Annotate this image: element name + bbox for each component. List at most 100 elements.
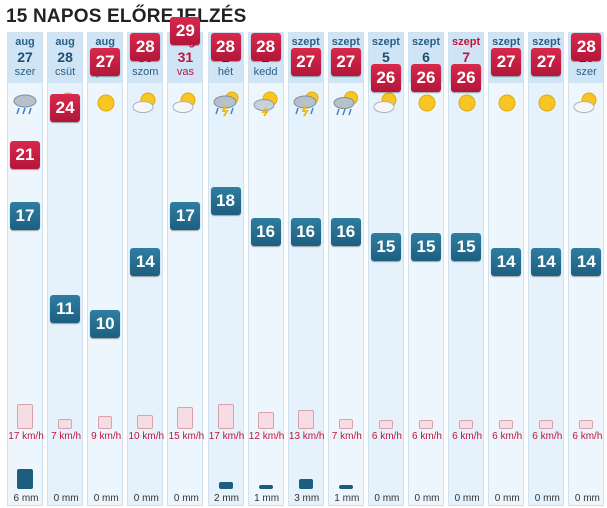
forecast-day-column: szept2kedd281612 km/h1 mm <box>247 32 284 506</box>
rain-label: 0 mm <box>574 493 600 504</box>
day-weekday: kedd <box>253 66 278 78</box>
wind-label: 17 km/h <box>8 431 44 442</box>
min-temp-badge: 15 <box>411 233 441 261</box>
forecast-day-column: szept4csüt27167 km/h1 mm <box>327 32 364 506</box>
wind-bar <box>499 420 514 429</box>
min-temp-badge: 11 <box>50 294 81 323</box>
partly-cloudy-icon <box>571 89 603 117</box>
forecast-day-column: szept6szom26156 km/h0 mm <box>408 32 444 506</box>
partly-cloudy-icon <box>371 89 403 117</box>
sun-icon <box>451 89 483 117</box>
rain-bar <box>218 482 233 489</box>
rain-label: 6 mm <box>13 493 39 504</box>
rain-bar <box>258 485 273 489</box>
max-temp-badge: 26 <box>451 63 482 92</box>
rain-label: 0 mm <box>374 493 400 504</box>
wind-bar <box>338 418 353 429</box>
day-weekday: vas <box>176 66 194 78</box>
wind-bar <box>297 410 314 429</box>
day-month: aug <box>95 36 115 48</box>
wind-label: 6 km/h <box>452 431 483 442</box>
rain-bar <box>298 479 313 489</box>
min-temp-badge: 16 <box>250 217 281 246</box>
max-temp-badge: 28 <box>571 32 602 61</box>
max-temp-badge: 27 <box>531 48 562 77</box>
wind-label: 13 km/h <box>288 431 325 442</box>
sun-icon <box>531 89 563 117</box>
max-temp-badge: 26 <box>370 63 401 92</box>
rain-label: 0 mm <box>494 493 520 504</box>
max-temp-badge: 27 <box>90 48 121 77</box>
wind-bar <box>419 420 433 429</box>
day-month: szept <box>532 36 561 48</box>
max-temp-badge: 27 <box>330 48 361 77</box>
rain-bar <box>338 485 353 489</box>
partly-cloudy-icon <box>170 89 202 117</box>
wind-label: 6 km/h <box>492 431 523 442</box>
wind-label: 6 km/h <box>371 431 402 442</box>
wind-label: 10 km/h <box>128 431 165 442</box>
wind-label: 9 km/h <box>91 431 122 442</box>
wind-bar <box>137 414 154 429</box>
max-temp-badge: 24 <box>50 94 81 123</box>
wind-label: 15 km/h <box>168 431 205 442</box>
thunderstorm-icon <box>291 89 323 117</box>
min-temp-badge: 15 <box>370 233 401 261</box>
rain-label: 0 mm <box>454 493 480 504</box>
forecast-day-column: szept1hét281817 km/h2 mm <box>207 32 244 506</box>
min-temp-badge: 10 <box>90 310 121 338</box>
min-temp-badge: 16 <box>290 217 321 246</box>
partly-cloudy-icon <box>130 89 162 117</box>
day-header: aug 27 szer <box>8 33 42 83</box>
min-temp-badge: 17 <box>170 202 201 231</box>
forecast-day-column: aug29pén27109 km/h0 mm <box>87 32 124 506</box>
day-month: aug <box>55 36 75 48</box>
wind-label: 7 km/h <box>331 431 362 442</box>
rain-label: 1 mm <box>254 493 280 504</box>
forecast-day-column: szept8hét27146 km/h0 mm <box>488 32 525 506</box>
rain-label: 0 mm <box>173 493 199 504</box>
wind-bar <box>177 407 194 429</box>
rain-bar <box>17 469 33 489</box>
min-temp-badge: 14 <box>491 248 522 277</box>
sun-rain-icon <box>331 89 363 117</box>
day-number: 27 <box>17 49 33 65</box>
day-number: 5 <box>381 49 390 65</box>
wind-label: 6 km/h <box>411 431 442 442</box>
rain-label: 2 mm <box>214 493 239 504</box>
sun-icon <box>90 89 122 117</box>
max-temp-badge: 28 <box>130 32 161 61</box>
forecast-day-column: szept3szer271613 km/h3 mm <box>287 32 324 506</box>
forecast-day-column: szept5pén26156 km/h0 mm <box>367 32 404 506</box>
min-temp-badge: 15 <box>451 233 482 261</box>
max-temp-badge: 28 <box>250 32 281 61</box>
rain-label: 0 mm <box>414 493 440 504</box>
forecast-day-column: aug 28 csüt 24 11 7 km/h 0 mm <box>47 32 84 506</box>
day-number: 6 <box>422 49 430 65</box>
max-temp-badge: 29 <box>170 17 201 46</box>
min-temp-badge: 14 <box>531 248 562 277</box>
day-header: aug 28 csüt <box>48 33 83 83</box>
max-temp-badge: 21 <box>10 140 40 169</box>
rain-label: 3 mm <box>294 493 320 504</box>
day-number: 28 <box>57 49 73 65</box>
day-number: 7 <box>462 49 470 65</box>
max-temp-badge: 27 <box>290 48 321 77</box>
day-month: szept <box>291 36 320 48</box>
rain-cloud-icon <box>10 89 42 117</box>
max-temp-badge: 28 <box>210 32 241 61</box>
forecast-day-column: szept10szer28146 km/h0 mm <box>568 32 605 506</box>
day-number: 31 <box>177 49 194 65</box>
sun-lightning-icon <box>251 89 283 117</box>
rain-label: 0 mm <box>93 493 119 504</box>
rain-label: 0 mm <box>534 493 560 504</box>
min-temp-badge: 14 <box>130 248 161 277</box>
wind-bar <box>459 420 474 429</box>
wind-bar <box>378 420 393 429</box>
day-weekday: szer <box>14 66 36 78</box>
day-month: szept <box>452 36 481 48</box>
rain-label: 0 mm <box>53 493 79 504</box>
day-month: aug <box>15 36 35 48</box>
max-temp-badge: 27 <box>491 48 522 77</box>
